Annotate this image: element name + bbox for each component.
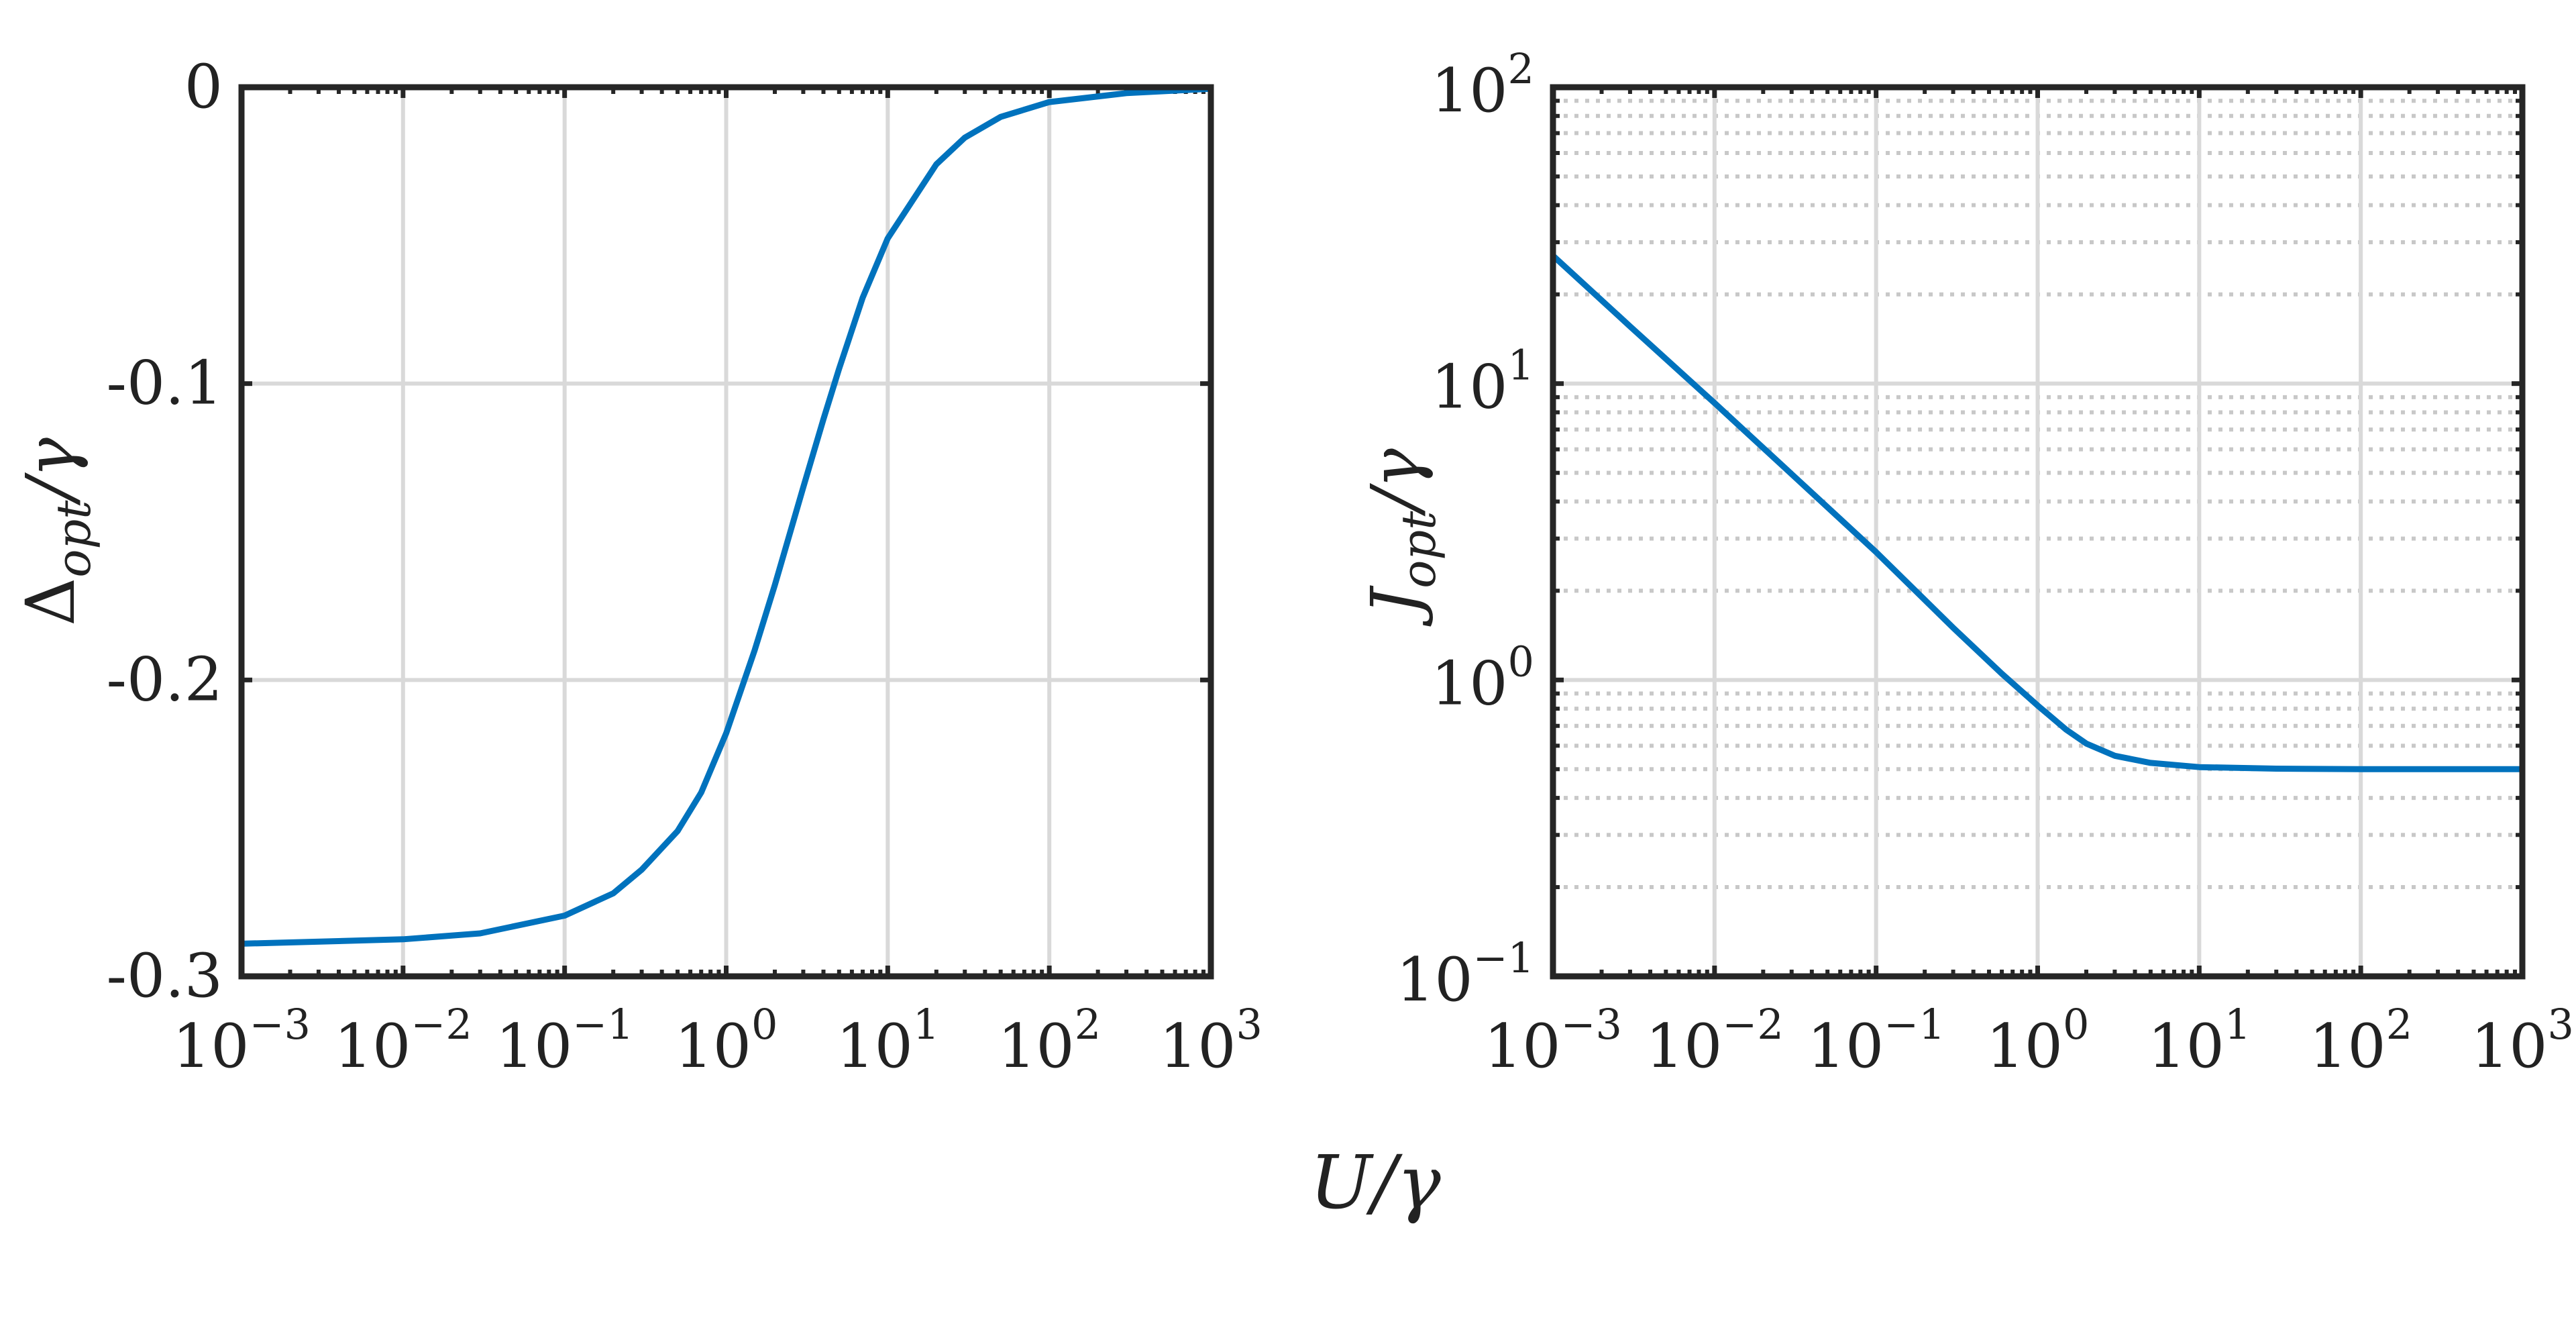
y-tick-label: -0.3 <box>106 941 223 1011</box>
y-tick-label: 0 <box>184 52 223 122</box>
x-tick-label-exponent: −3 <box>250 1000 311 1049</box>
x-tick-label: 101 <box>836 1000 939 1082</box>
x-tick-label-base: 10 <box>496 1011 573 1082</box>
axes-frame <box>238 84 1214 980</box>
x-tick-label: 10−1 <box>496 1000 634 1082</box>
x-tick-label-base: 10 <box>2471 1011 2548 1082</box>
y-axis-label-tail: /γ <box>11 438 90 506</box>
y-tick-label-exponent: 0 <box>1508 637 1534 686</box>
x-tick-label: 100 <box>1986 1000 2090 1082</box>
x-tick-label: 103 <box>2471 1000 2574 1082</box>
x-tick-label: 102 <box>2309 1000 2412 1082</box>
y-tick-label-exponent: 1 <box>1508 341 1534 390</box>
x-tick-label-base: 10 <box>836 1011 913 1082</box>
x-tick-label-base: 10 <box>2147 1011 2224 1082</box>
y-tick-label-exponent: −1 <box>1473 933 1534 982</box>
x-tick-label: 10−1 <box>1807 1000 1945 1082</box>
y-axis-label-main: J <box>1356 585 1435 627</box>
x-tick-label-exponent: −2 <box>411 1000 472 1049</box>
x-tick-label-base: 10 <box>334 1011 411 1082</box>
x-tick-label-exponent: −1 <box>572 1000 633 1049</box>
x-tick-label-exponent: 3 <box>2548 1000 2574 1049</box>
x-tick-label-exponent: 3 <box>1236 1000 1263 1049</box>
y-tick-label-base: 10 <box>1431 648 1508 719</box>
y-tick-label: 102 <box>1431 44 1534 126</box>
x-tick-label: 10−3 <box>172 1000 311 1082</box>
x-tick-label-exponent: −2 <box>1722 1000 1783 1049</box>
x-tick-label: 101 <box>2147 1000 2251 1082</box>
delta-opt-panel: 10−3 10−2 10−1 100 101 102 1030-0.1-0.2-0.3Δop… <box>11 52 1263 1082</box>
j-opt-panel: 10−3 10−2 10−1 100 101 102 10310−1100101102Jop… <box>1356 44 2574 1082</box>
x-tick-label-exponent: 2 <box>2386 1000 2412 1049</box>
y-axis-label-subscript: opt <box>1391 511 1446 588</box>
x-tick-label: 102 <box>998 1000 1101 1082</box>
series-line <box>238 85 1214 947</box>
y-axis-label-main: Δ <box>11 578 90 626</box>
x-tick-label: 10−2 <box>334 1000 472 1082</box>
y-tick-label-exponent: 2 <box>1508 44 1534 93</box>
y-tick-label-base: 10 <box>1431 352 1508 423</box>
axes-frame <box>1550 84 2526 980</box>
y-axis-label-tail: /γ <box>1356 448 1435 517</box>
series-line <box>1550 252 2526 772</box>
x-tick-label-base: 10 <box>172 1011 250 1082</box>
x-tick-label: 10−3 <box>1484 1000 1622 1082</box>
x-tick-label-base: 10 <box>1986 1011 2063 1082</box>
x-tick-label-exponent: 2 <box>1075 1000 1101 1049</box>
x-tick-label: 10−2 <box>1646 1000 1784 1082</box>
x-tick-label-exponent: 1 <box>913 1000 939 1049</box>
x-tick-label-exponent: −3 <box>1561 1000 1622 1049</box>
x-tick-label-base: 10 <box>2309 1011 2386 1082</box>
x-tick-label-exponent: 1 <box>2224 1000 2251 1049</box>
x-tick-label-exponent: −1 <box>1884 1000 1945 1049</box>
y-tick-label: 100 <box>1431 637 1534 719</box>
shared-x-axis-label: U/γ <box>1309 1139 1441 1225</box>
y-tick-label: 10−1 <box>1396 933 1534 1015</box>
x-tick-label-base: 10 <box>998 1011 1075 1082</box>
y-tick-label: 101 <box>1431 341 1534 423</box>
x-tick-label-base: 10 <box>1646 1011 1723 1082</box>
y-axis-label-subscript: opt <box>46 500 101 578</box>
y-axis-label: Jopt/γ <box>1356 448 1446 627</box>
x-tick-label-exponent: 0 <box>751 1000 777 1049</box>
x-tick-label: 100 <box>675 1000 778 1082</box>
y-tick-label-base: 10 <box>1396 945 1473 1015</box>
x-tick-label-base: 10 <box>1807 1011 1884 1082</box>
x-tick-label: 103 <box>1159 1000 1263 1082</box>
y-tick-label-base: 10 <box>1431 56 1508 126</box>
x-tick-label-base: 10 <box>1484 1011 1561 1082</box>
x-tick-label-base: 10 <box>1159 1011 1236 1082</box>
x-tick-label-exponent: 0 <box>2063 1000 2089 1049</box>
y-tick-label: -0.2 <box>106 644 223 715</box>
x-tick-label-base: 10 <box>675 1011 752 1082</box>
y-tick-label: -0.1 <box>106 348 223 419</box>
y-axis-label: Δopt/γ <box>11 438 101 626</box>
